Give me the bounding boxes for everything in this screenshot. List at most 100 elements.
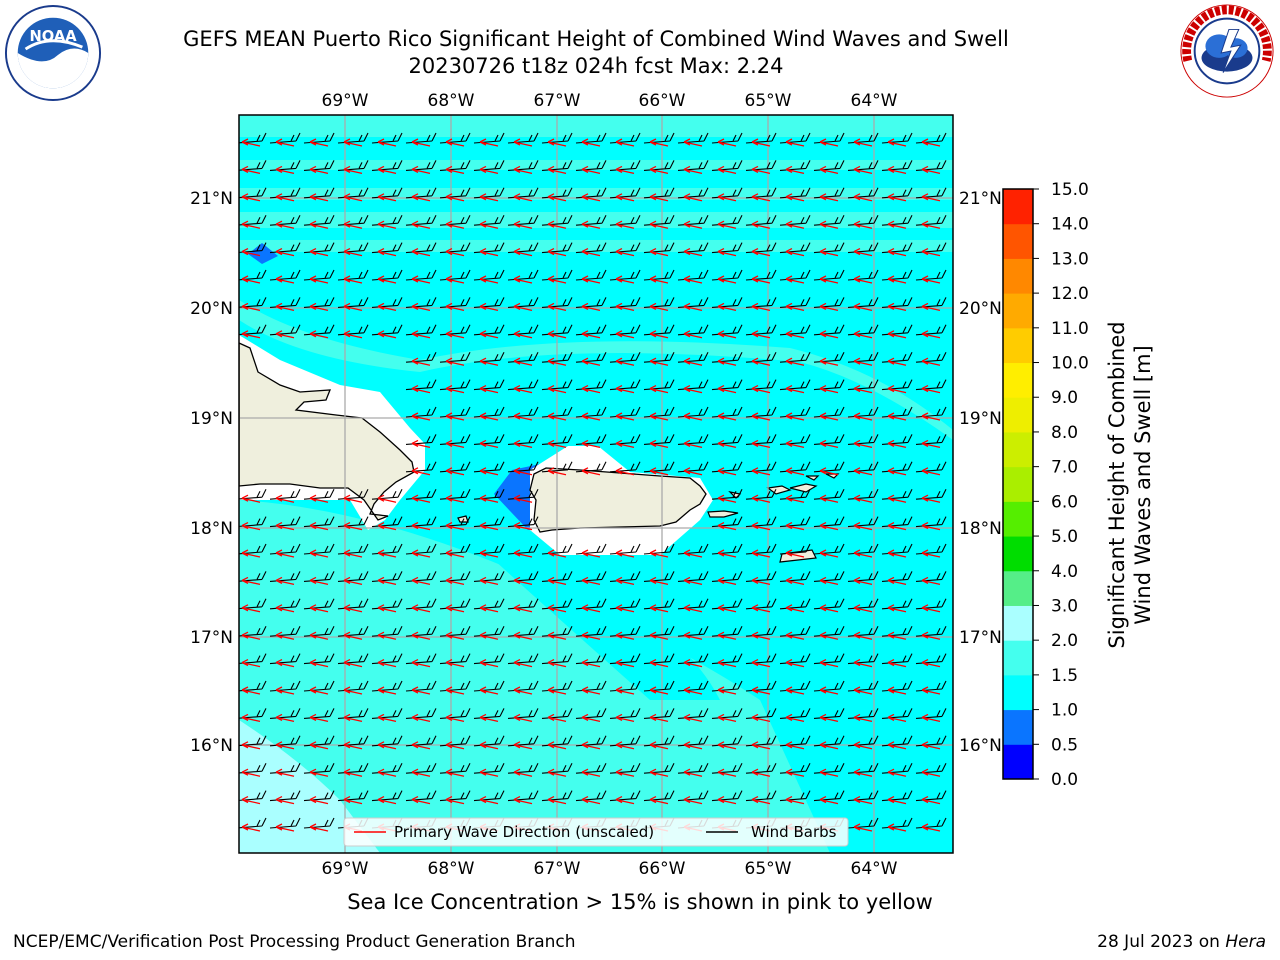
wind-barb: [269, 571, 301, 582]
wave-direction-arrow: [275, 576, 295, 586]
wave-direction-arrow: [751, 576, 771, 586]
wave-direction-arrow: [921, 385, 941, 394]
wave-direction-arrow: [343, 193, 363, 202]
wind-barb: [337, 297, 369, 308]
wind-barb: [881, 269, 913, 281]
wave-direction-arrow: [547, 713, 567, 723]
wave-direction-arrow: [615, 330, 635, 339]
wave-direction-arrow: [547, 686, 567, 695]
wind-barb: [915, 625, 947, 637]
colorbar-segment: [1003, 640, 1033, 676]
wind-barb: [813, 625, 845, 637]
wave-direction-arrow: [377, 796, 397, 805]
wave-direction-arrow: [547, 741, 567, 750]
wind-barb: [745, 571, 777, 582]
wave-direction-arrow: [309, 768, 329, 777]
wave-direction-arrow: [445, 522, 465, 531]
wind-barb: [269, 242, 301, 254]
wave-direction-arrow: [649, 659, 669, 668]
wave-direction-arrow: [683, 659, 703, 668]
wave-direction-arrow: [785, 165, 805, 175]
wind-barb: [779, 680, 811, 692]
wave-direction-arrow: [581, 659, 601, 668]
wave-direction-arrow: [649, 330, 669, 339]
wind-barb: [337, 242, 369, 254]
wind-barb: [847, 187, 879, 199]
wind-barb: [269, 187, 301, 199]
wind-barb: [881, 434, 913, 445]
wind-barb: [711, 708, 743, 719]
wave-direction-arrow: [445, 248, 465, 257]
colorbar-segment: [1003, 605, 1033, 641]
wave-direction-arrow: [479, 165, 499, 175]
colorbar-tick-label: 0.0: [1051, 770, 1078, 790]
wind-barb: [303, 571, 335, 582]
wind-barb: [677, 406, 709, 418]
wind-barb: [677, 735, 709, 747]
wave-direction-arrow: [751, 796, 771, 805]
wave-direction-arrow: [241, 522, 261, 531]
wave-direction-arrow: [819, 494, 839, 503]
legend-wave-direction-label: Primary Wave Direction (unscaled): [394, 823, 654, 841]
wind-barb: [677, 324, 709, 336]
wind-barb: [915, 324, 947, 336]
wave-direction-arrow: [241, 138, 261, 147]
wind-barb: [439, 132, 471, 144]
wave-direction-arrow: [819, 138, 839, 147]
wind-barb: [609, 242, 641, 254]
wind-barb: [779, 762, 811, 774]
wind-barb: [643, 708, 675, 719]
wind-barb: [575, 708, 607, 719]
wind-barb: [915, 351, 947, 363]
wind-barb: [269, 708, 301, 719]
wave-direction-arrow: [241, 713, 261, 723]
wave-direction-arrow: [819, 439, 839, 449]
wind-barb: [677, 132, 709, 144]
wind-barb: [847, 269, 879, 281]
wind-barb: [371, 269, 403, 281]
wave-direction-arrow: [343, 686, 363, 695]
colorbar-segment: [1003, 674, 1033, 711]
wind-barb: [405, 160, 437, 171]
wind-barb: [847, 516, 879, 528]
lon-labels-bottom: 69°W 68°W 67°W 66°W 65°W 64°W: [322, 859, 898, 879]
wind-barb: [677, 680, 709, 692]
wave-direction-arrow: [581, 604, 601, 613]
wind-barb: [541, 625, 573, 637]
wind-barb: [609, 351, 641, 363]
nws-logo-icon: [1180, 4, 1274, 98]
colorbar-tick-label: 13.0: [1051, 249, 1089, 269]
wave-direction-arrow: [615, 713, 635, 723]
wind-barb: [711, 653, 743, 665]
wave-direction-arrow: [853, 823, 873, 832]
wave-direction-arrow: [411, 768, 431, 777]
wind-barb: [881, 680, 913, 692]
wave-direction-arrow: [921, 330, 941, 339]
wave-direction-arrow: [479, 439, 499, 449]
colorbar-segment: [1003, 362, 1033, 398]
wind-barb: [711, 214, 743, 226]
wave-direction-arrow: [343, 494, 363, 503]
wind-barb: [405, 242, 437, 254]
wave-direction-arrow: [649, 741, 669, 750]
wind-barb: [881, 379, 913, 391]
wave-direction-arrow: [921, 549, 941, 558]
wave-direction-arrow: [717, 193, 737, 202]
wind-barb: [847, 132, 879, 144]
wind-barb: [881, 708, 913, 719]
wave-direction-arrow: [411, 248, 431, 257]
wind-barb: [303, 242, 335, 254]
wave-direction-arrow: [819, 659, 839, 668]
wind-barb: [405, 269, 437, 281]
wave-direction-arrow: [411, 220, 431, 229]
wind-barb: [239, 653, 267, 664]
wind-barb: [371, 214, 403, 226]
wind-barb: [507, 762, 539, 774]
wind-barb: [507, 516, 539, 528]
wave-direction-arrow: [615, 385, 635, 394]
legend-wind-barbs-label: Wind Barbs: [751, 823, 837, 841]
lat-label: 20°N: [190, 299, 233, 319]
wind-barb: [541, 571, 573, 582]
wave-direction-arrow: [479, 768, 499, 777]
wind-barb: [303, 680, 335, 692]
